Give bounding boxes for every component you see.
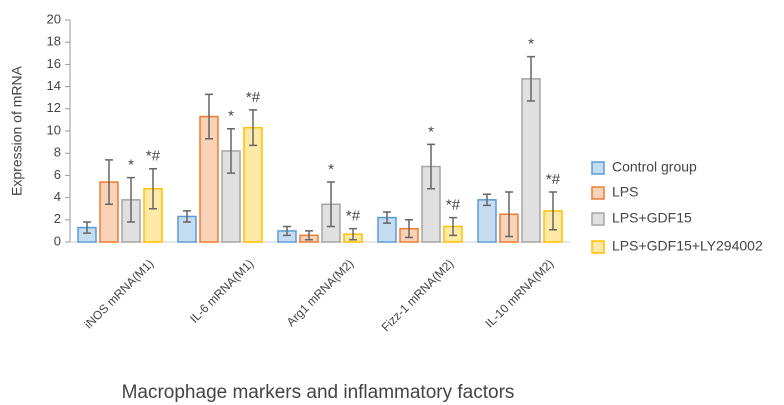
legend-label: Control group	[612, 159, 697, 175]
legend-label: LPS+GDF15+LY294002	[612, 238, 763, 254]
error-bar	[449, 216, 457, 237]
error-bar	[349, 227, 357, 241]
error-bar	[283, 225, 291, 237]
y-tick-label: 16	[47, 56, 61, 71]
error-bar	[383, 211, 391, 224]
y-axis-label: Expression of mRNA	[9, 65, 25, 196]
y-tick-label: 12	[47, 100, 61, 115]
error-bar	[505, 191, 513, 238]
error-bar	[305, 230, 313, 241]
significance-label: *#	[446, 197, 461, 214]
error-bar	[527, 55, 535, 102]
significance-label: *#	[346, 208, 361, 225]
significance-label: *	[228, 108, 234, 125]
legend-swatch	[591, 240, 605, 254]
x-tick-label: IL-6 mRNA(M1)	[187, 256, 256, 325]
error-bar	[327, 181, 335, 228]
error-bar	[427, 143, 435, 190]
y-tick-label: 20	[47, 11, 61, 26]
error-bar	[227, 128, 235, 174]
legend-swatch	[591, 161, 605, 175]
significance-label: *	[528, 36, 534, 53]
error-bar	[549, 191, 557, 231]
x-tick-label: iNOS mRNA(M1)	[81, 256, 156, 331]
error-bar	[405, 219, 413, 239]
legend-label: LPS+GDF15	[612, 210, 692, 226]
significance-label: *#	[146, 148, 161, 165]
bar	[521, 78, 541, 243]
error-bar	[149, 167, 157, 210]
error-bar	[183, 210, 191, 223]
significance-label: *	[128, 157, 134, 174]
legend-swatch	[591, 186, 605, 200]
error-bar	[483, 193, 491, 207]
legend-label: LPS	[612, 184, 638, 200]
error-bar	[83, 221, 91, 234]
error-bar	[105, 159, 113, 206]
significance-label: *	[428, 123, 434, 140]
significance-label: *#	[246, 89, 261, 106]
y-tick-label: 2	[54, 211, 61, 226]
y-tick-label: 4	[54, 189, 61, 204]
x-tick-label: IL-10 mRNA(M2)	[482, 256, 556, 330]
error-bar	[127, 176, 135, 223]
y-tick-label: 14	[47, 78, 61, 93]
x-axis-label: Macrophage markers and inflammatory fact…	[122, 382, 515, 403]
legend-swatch	[591, 212, 605, 226]
y-tick-label: 10	[47, 122, 61, 137]
significance-label: *#	[546, 171, 561, 188]
x-tick-label: Fizz-1 mRNA(M2)	[379, 256, 457, 334]
error-bar	[249, 109, 257, 147]
error-bar	[205, 93, 213, 140]
y-tick-label: 18	[47, 34, 61, 49]
y-tick-label: 6	[54, 167, 61, 182]
significance-label: *	[328, 161, 334, 178]
x-tick-label: Arg1 mRNA(M2)	[284, 256, 357, 329]
y-tick-label: 0	[54, 233, 61, 248]
bar	[477, 199, 497, 243]
y-tick-label: 8	[54, 145, 61, 160]
